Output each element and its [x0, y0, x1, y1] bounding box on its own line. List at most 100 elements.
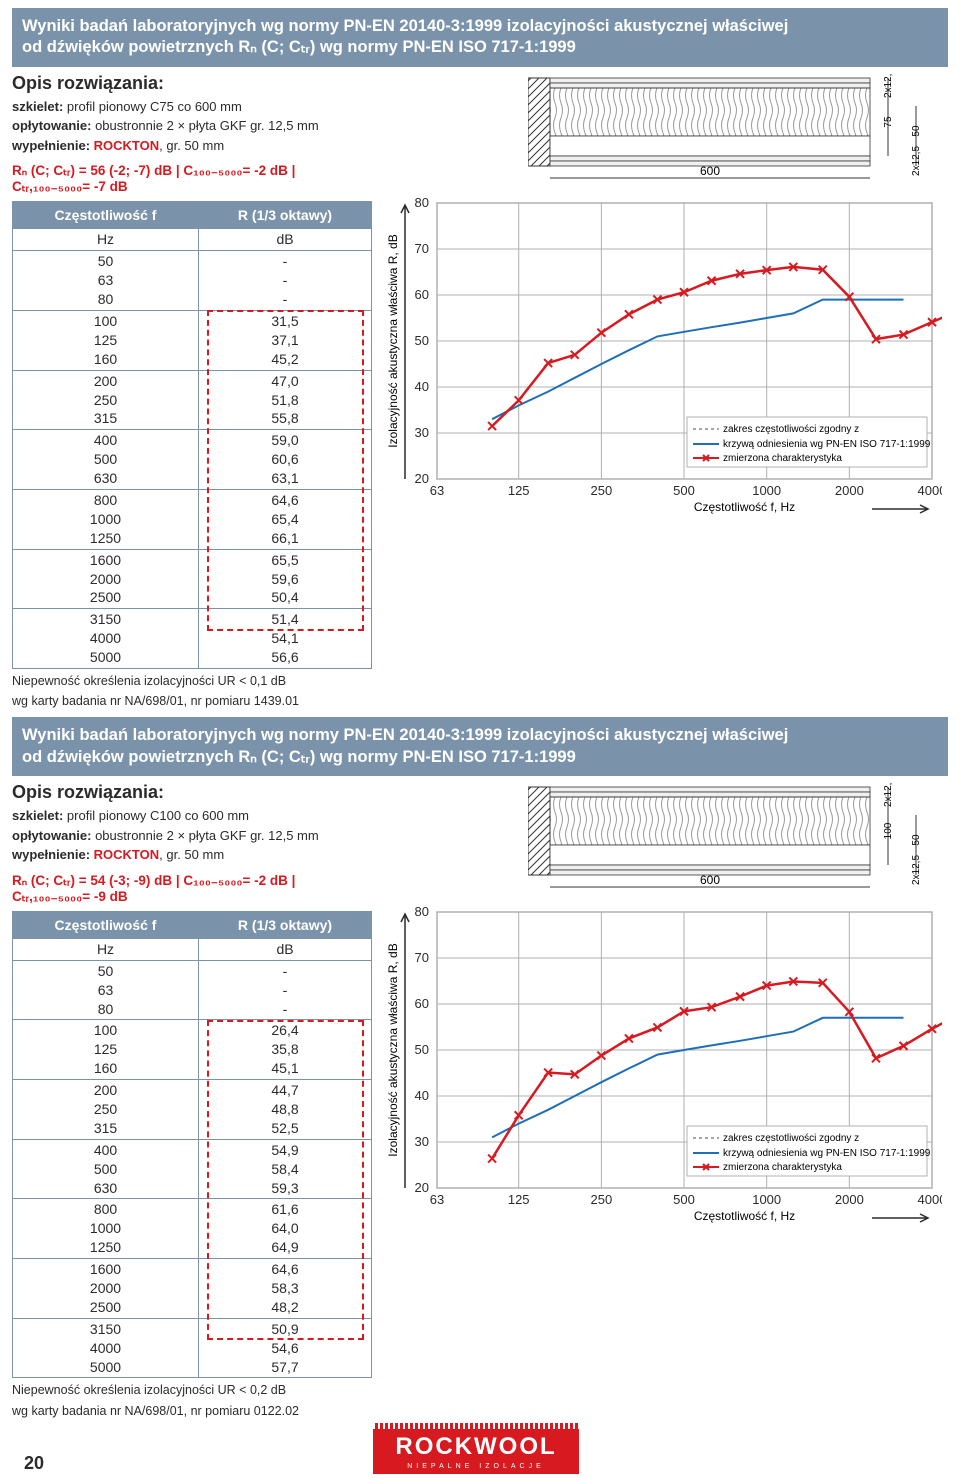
opis-lines: szkielet: profil pionowy C100 co 600 mmo… — [12, 806, 372, 865]
svg-text:zmierzona charakterystyka: zmierzona charakterystyka — [723, 1162, 842, 1173]
table-cell: 800 1000 1250 — [13, 1199, 199, 1259]
table-cell: - - - — [199, 960, 372, 1020]
svg-text:600: 600 — [700, 164, 720, 178]
svg-text:zakres częstotliwości zgodny z: zakres częstotliwości zgodny z — [723, 1133, 859, 1144]
svg-text:1000: 1000 — [752, 1192, 781, 1207]
footer: ROCKWOOLNIEPALNE IZOLACJE — [44, 1423, 908, 1474]
svg-text:krzywą odniesienia wg PN-EN IS: krzywą odniesienia wg PN-EN ISO 717-1:19… — [723, 1148, 931, 1159]
table-cell: 1600 2000 2500 — [13, 1259, 199, 1319]
opis-line: opłytowanie: obustronnie 2 × płyta GKF g… — [12, 116, 372, 136]
brand-logo: ROCKWOOLNIEPALNE IZOLACJE — [373, 1423, 578, 1474]
rw-formula: Rₙ (C; Cₜᵣ) = 54 (-3; -9) dB | C₁₀₀₋₅₀₀₀… — [12, 873, 372, 905]
banner-line: Wyniki badań laboratoryjnych wg normy PN… — [22, 16, 938, 37]
table-cell: 44,7 48,8 52,5 — [199, 1080, 372, 1140]
svg-text:krzywą odniesienia wg PN-EN IS: krzywą odniesienia wg PN-EN ISO 717-1:19… — [723, 439, 931, 450]
svg-text:60: 60 — [415, 287, 429, 302]
opis-title: Opis rozwiązania: — [12, 782, 372, 803]
svg-text:600: 600 — [700, 873, 720, 887]
svg-text:60: 60 — [415, 996, 429, 1011]
table-cell: 31,5 37,1 45,2 — [199, 310, 372, 370]
svg-text:20: 20 — [415, 1180, 429, 1195]
diagram-wrap: 6002x12,5752x12,550 — [382, 73, 948, 191]
table-cell: 400 500 630 — [13, 1139, 199, 1199]
svg-text:80: 80 — [415, 904, 429, 919]
svg-text:40: 40 — [415, 1088, 429, 1103]
svg-text:125: 125 — [508, 1192, 530, 1207]
table-cell: 3150 4000 5000 — [13, 609, 199, 669]
diagram-wrap: 6002x12,51002x12,550 — [382, 782, 948, 900]
footnote: wg karty badania nr NA/698/01, nr pomiar… — [12, 1403, 372, 1419]
svg-text:63: 63 — [430, 1192, 444, 1207]
svg-text:70: 70 — [415, 950, 429, 965]
svg-text:500: 500 — [673, 483, 695, 498]
section-banner: Wyniki badań laboratoryjnych wg normy PN… — [12, 8, 948, 67]
table-cell: 64,6 65,4 66,1 — [199, 489, 372, 549]
table-cell: 51,4 54,1 56,6 — [199, 609, 372, 669]
banner-line: od dźwięków powietrznych Rₙ (C; Cₜᵣ) wg … — [22, 37, 938, 58]
svg-text:500: 500 — [673, 1192, 695, 1207]
opis-line: szkielet: profil pionowy C100 co 600 mm — [12, 806, 372, 826]
svg-text:Izolacyjność akustyczna właści: Izolacyjność akustyczna właściwa R, dB — [386, 234, 400, 447]
table-subheader: dB — [199, 938, 372, 960]
table-cell: 400 500 630 — [13, 430, 199, 490]
svg-text:125: 125 — [508, 483, 530, 498]
svg-text:30: 30 — [415, 425, 429, 440]
table-cell: 200 250 315 — [13, 1080, 199, 1140]
opis-line: wypełnienie: ROCKTON, gr. 50 mm — [12, 136, 372, 156]
banner-line: od dźwięków powietrznych Rₙ (C; Cₜᵣ) wg … — [22, 747, 938, 768]
footnote: Niepewność określenia izolacyjności UR <… — [12, 673, 372, 689]
table-cell: 26,4 35,8 45,1 — [199, 1020, 372, 1080]
svg-text:1000: 1000 — [752, 483, 781, 498]
table-cell: 64,6 58,3 48,2 — [199, 1259, 372, 1319]
wall-cross-section: 6002x12,5752x12,550 — [528, 73, 948, 188]
table-cell: 61,6 64,0 64,9 — [199, 1199, 372, 1259]
rw-formula: Rₙ (C; Cₜᵣ) = 56 (-2; -7) dB | C₁₀₀₋₅₀₀₀… — [12, 163, 372, 195]
svg-text:70: 70 — [415, 241, 429, 256]
table-cell: 200 250 315 — [13, 370, 199, 430]
svg-text:50: 50 — [415, 1042, 429, 1057]
svg-text:20: 20 — [415, 471, 429, 486]
svg-text:50: 50 — [415, 333, 429, 348]
table-header: Częstotliwość f — [13, 911, 199, 938]
opis-line: szkielet: profil pionowy C75 co 600 mm — [12, 97, 372, 117]
svg-text:80: 80 — [415, 195, 429, 210]
svg-text:4000: 4000 — [918, 483, 942, 498]
chart-wrap: 2030405060708063125250500100020004000Izo… — [382, 195, 942, 535]
table-cell: 50 63 80 — [13, 960, 199, 1020]
table-cell: 3150 4000 5000 — [13, 1318, 199, 1378]
svg-text:Izolacyjność akustyczna właści: Izolacyjność akustyczna właściwa R, dB — [386, 944, 400, 1157]
table-cell: - - - — [199, 251, 372, 311]
table-cell: 59,0 60,6 63,1 — [199, 430, 372, 490]
footnote: wg karty badania nr NA/698/01, nr pomiar… — [12, 693, 372, 709]
svg-text:30: 30 — [415, 1134, 429, 1149]
table-cell: 54,9 58,4 59,3 — [199, 1139, 372, 1199]
chart-wrap: 20 30 40 50 60 70 80 63 125 250 500 1000 2000 4000 Izo… — [382, 904, 942, 1244]
svg-text:250: 250 — [591, 1192, 613, 1207]
table-cell: 50 63 80 — [13, 251, 199, 311]
svg-text:4000: 4000 — [918, 1192, 942, 1207]
opis-line: wypełnienie: ROCKTON, gr. 50 mm — [12, 845, 372, 865]
opis-title: Opis rozwiązania: — [12, 73, 372, 94]
svg-text:50: 50 — [911, 125, 922, 137]
svg-text:Częstotliwość f, Hz: Częstotliwość f, Hz — [694, 1209, 795, 1223]
svg-text:100: 100 — [883, 823, 894, 840]
table-header: R (1/3 oktawy) — [199, 911, 372, 938]
opis-line: opłytowanie: obustronnie 2 × płyta GKF g… — [12, 826, 372, 846]
table-cell: 800 1000 1250 — [13, 489, 199, 549]
acoustic-chart: 2030405060708063125250500100020004000Izo… — [382, 195, 942, 515]
frequency-table: Częstotliwość fR (1/3 oktawy)HzdB50 63 8… — [12, 201, 372, 669]
svg-text:Częstotliwość f, Hz: Częstotliwość f, Hz — [694, 500, 795, 514]
svg-text:75: 75 — [883, 116, 894, 128]
table-cell: 47,0 51,8 55,8 — [199, 370, 372, 430]
svg-text:40: 40 — [415, 379, 429, 394]
wall-cross-section: 6002x12,51002x12,550 — [528, 782, 948, 897]
opis-lines: szkielet: profil pionowy C75 co 600 mmop… — [12, 97, 372, 156]
footnote: Niepewność określenia izolacyjności UR <… — [12, 1382, 372, 1398]
table-header: R (1/3 oktawy) — [199, 202, 372, 229]
svg-text:250: 250 — [591, 483, 613, 498]
table-cell: 100 125 160 — [13, 310, 199, 370]
svg-text:2000: 2000 — [835, 1192, 864, 1207]
table-subheader: Hz — [13, 229, 199, 251]
table-subheader: dB — [199, 229, 372, 251]
svg-text:zakres częstotliwości zgodny z: zakres częstotliwości zgodny z — [723, 424, 859, 435]
